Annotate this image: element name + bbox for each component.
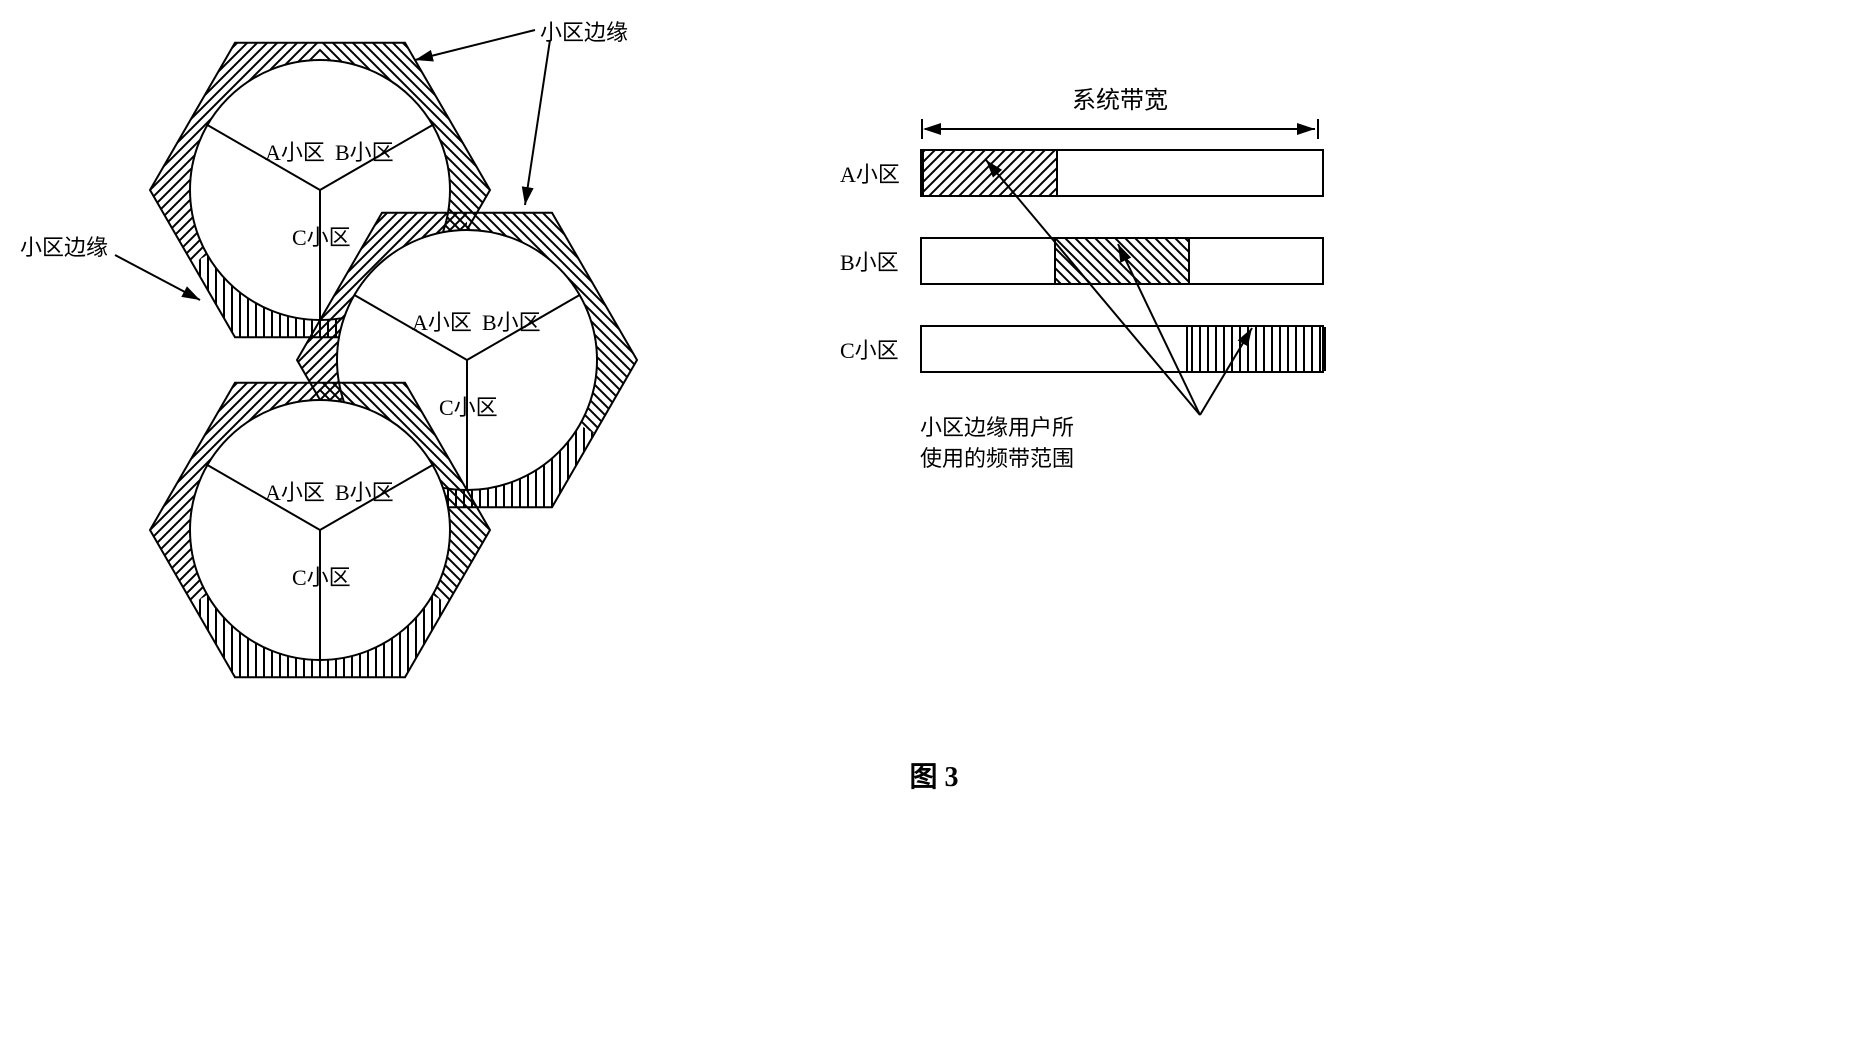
bar-name: C小区 (840, 333, 920, 365)
sector-label-a: A小区 (265, 140, 325, 165)
bandwidth-arrow (920, 119, 1320, 139)
sector-label-b: B小区 (335, 480, 394, 505)
sector-label-c: C小区 (439, 395, 498, 420)
sector-label-c: C小区 (292, 225, 351, 250)
hex-svg: A小区 B小区 C小区 A小区 B小区 C小区 A小区 B小区 C小区 (20, 20, 720, 720)
bandwidth-label: 系统带宽 (1072, 80, 1168, 115)
bandwidth-note: 小区边缘用户所 使用的频带范围 (920, 413, 1324, 475)
bandwidth-row-A小区: A小区 (840, 149, 1324, 197)
hex-diagram: A小区B小区C小区A小区B小区C小区A小区B小区C小区 小区边缘 小区边缘 (20, 20, 720, 725)
sector-label-b: B小区 (482, 310, 541, 335)
bandwidth-row-B小区: B小区 (840, 237, 1324, 285)
sector-label-b: B小区 (335, 140, 394, 165)
bandwidth-row-C小区: C小区 (840, 325, 1324, 373)
bandwidth-diagram: 系统带宽 A小区 B小区 C小区 (840, 20, 1324, 475)
bar-fill (922, 151, 1058, 195)
label-cell-edge-top: 小区边缘 (540, 15, 628, 47)
label-cell-edge-left: 小区边缘 (20, 230, 108, 262)
note-line2: 使用的频带范围 (920, 446, 1074, 471)
bar-name: B小区 (840, 245, 920, 277)
bar-name: A小区 (840, 157, 920, 189)
bar-box (920, 237, 1324, 285)
sector-label-a: A小区 (412, 310, 472, 335)
sector-label-a: A小区 (265, 480, 325, 505)
sector-label-c: C小区 (292, 565, 351, 590)
figure-caption: 图 3 (20, 755, 1848, 795)
bar-fill (1186, 327, 1326, 371)
bar-fill (1054, 239, 1190, 283)
bars-container: A小区 B小区 C小区 (840, 149, 1324, 373)
bar-box (920, 149, 1324, 197)
bandwidth-header: 系统带宽 (920, 80, 1320, 139)
note-line1: 小区边缘用户所 (920, 415, 1074, 440)
bar-box (920, 325, 1324, 373)
